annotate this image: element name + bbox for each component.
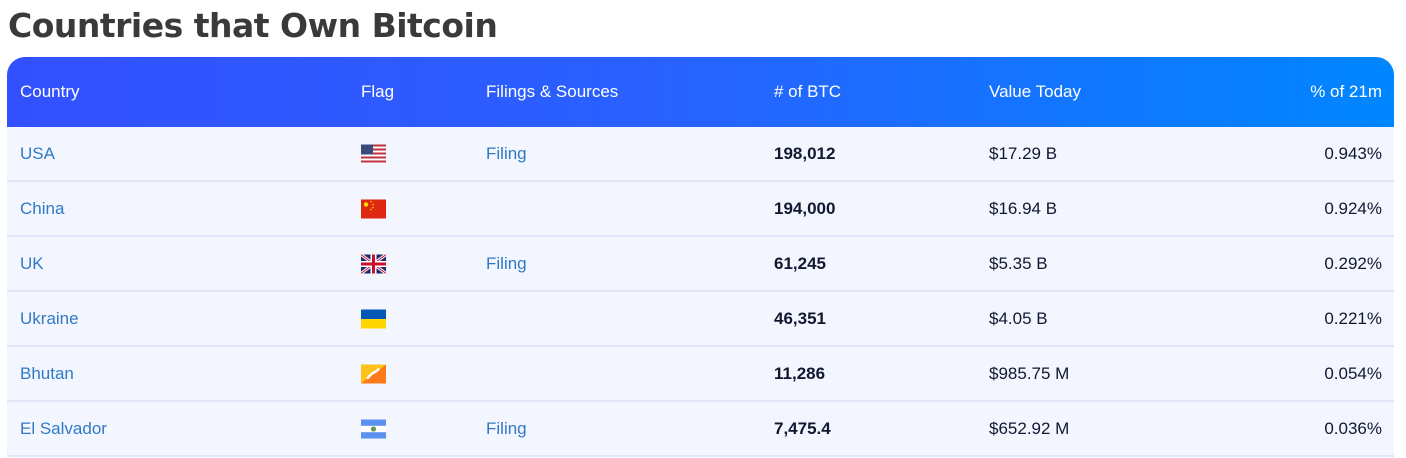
- value-today: $985.75 M: [989, 363, 1070, 383]
- us-flag-icon: [361, 144, 386, 163]
- table-row: Bhutan 11,286 $985.75 M 0.054%: [7, 347, 1394, 402]
- col-flag: Flag: [361, 82, 395, 101]
- pct-of-supply: 0.943%: [1324, 143, 1382, 163]
- btc-amount: 61,245: [774, 253, 826, 273]
- filing-link[interactable]: Filing: [486, 418, 527, 438]
- btc-amount: 7,475.4: [774, 418, 831, 438]
- col-value[interactable]: Value Today: [989, 82, 1081, 101]
- country-link[interactable]: USA: [20, 143, 55, 163]
- country-link[interactable]: Bhutan: [20, 363, 74, 383]
- pct-of-supply: 0.221%: [1324, 308, 1382, 328]
- pct-of-supply: 0.924%: [1324, 198, 1382, 218]
- china-flag-icon: [361, 199, 386, 218]
- col-country[interactable]: Country: [20, 82, 80, 101]
- btc-amount: 46,351: [774, 308, 826, 328]
- value-today: $17.29 B: [989, 143, 1058, 163]
- country-link[interactable]: China: [20, 198, 65, 218]
- pct-of-supply: 0.054%: [1324, 363, 1382, 383]
- btc-amount: 198,012: [774, 143, 836, 163]
- ukraine-flag-icon: [361, 309, 386, 328]
- value-today: $652.92 M: [989, 418, 1070, 438]
- value-today: $4.05 B: [989, 308, 1048, 328]
- table-row: China 194,000 $16.94 B 0.924%: [7, 182, 1394, 237]
- countries-table: Country Flag Filings & Sources # of BTC …: [7, 57, 1394, 457]
- country-link[interactable]: Ukraine: [20, 308, 79, 328]
- country-link[interactable]: El Salvador: [20, 418, 107, 438]
- btc-amount: 11,286: [774, 363, 826, 383]
- col-pct[interactable]: % of 21m: [1310, 82, 1382, 101]
- page-title: Countries that Own Bitcoin: [8, 6, 498, 45]
- btc-amount: 194,000: [774, 198, 836, 218]
- table-row: El Salvador Filing 7,475.4 $652.92 M 0.0…: [7, 402, 1394, 457]
- pct-of-supply: 0.292%: [1324, 253, 1382, 273]
- bhutan-flag-icon: [361, 364, 386, 383]
- value-today: $16.94 B: [989, 198, 1058, 218]
- filing-link[interactable]: Filing: [486, 253, 527, 273]
- uk-flag-icon: [361, 254, 386, 273]
- col-btc[interactable]: # of BTC: [774, 82, 842, 101]
- el-salvador-flag-icon: [361, 419, 386, 438]
- pct-of-supply: 0.036%: [1324, 418, 1382, 438]
- table-header: Country Flag Filings & Sources # of BTC …: [7, 57, 1394, 127]
- filing-link[interactable]: Filing: [486, 143, 527, 163]
- table-row: UK Filing 61,245 $5.35 B 0.292%: [7, 237, 1394, 292]
- table-row: Ukraine 46,351 $4.05 B 0.221%: [7, 292, 1394, 347]
- value-today: $5.35 B: [989, 253, 1048, 273]
- country-link[interactable]: UK: [20, 253, 44, 273]
- table-row: USA Filing 198,012 $17.29 B 0.943%: [7, 127, 1394, 182]
- col-filings: Filings & Sources: [486, 82, 619, 101]
